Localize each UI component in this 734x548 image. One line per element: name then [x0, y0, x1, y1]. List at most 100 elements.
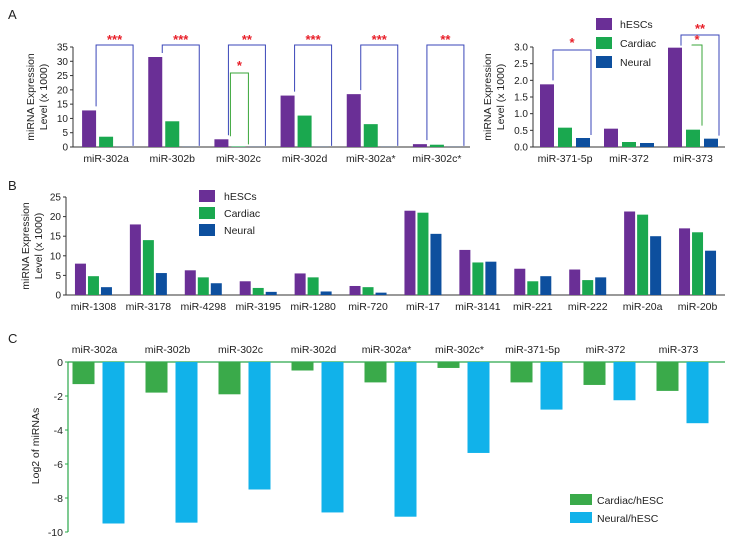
bar — [624, 211, 636, 295]
significance-bracket — [680, 34, 720, 136]
bar — [540, 362, 563, 410]
category-label: miR-302c* — [412, 153, 461, 165]
bar — [430, 233, 442, 295]
category-label: miR-302c — [216, 153, 261, 165]
bar — [640, 143, 654, 147]
category-label: miR-371-5p — [505, 344, 560, 356]
significance-bracket — [227, 44, 266, 146]
significance-stars: ** — [695, 21, 706, 36]
y-tick-label: -4 — [54, 425, 63, 437]
bar — [364, 362, 387, 383]
bar — [583, 362, 606, 385]
y-tick-label: 10 — [50, 251, 62, 262]
bar — [294, 273, 306, 295]
y-axis-label: miRNA ExpressionLevel (x 1000) — [20, 202, 45, 290]
category-label: miR-222 — [568, 301, 608, 313]
category-label: miR-371-5p — [538, 153, 593, 165]
legend-label: Cardiac/hESC — [597, 495, 664, 507]
category-label: miR-4298 — [181, 301, 227, 313]
bar — [102, 362, 125, 524]
bar — [155, 273, 167, 295]
bar — [165, 121, 180, 147]
bar — [346, 94, 361, 147]
bar — [175, 362, 198, 523]
legend-swatch — [596, 37, 612, 49]
bar — [231, 146, 246, 147]
bar — [99, 136, 114, 147]
legend-swatch — [596, 56, 612, 68]
y-axis-label: Log2 of miRNAs — [30, 408, 42, 484]
bar — [248, 362, 271, 490]
panel-label-a: A — [8, 7, 17, 22]
significance-star: * — [237, 58, 243, 73]
category-label: miR-372 — [609, 153, 649, 165]
bar — [412, 144, 427, 147]
y-tick-label: 25 — [50, 193, 62, 204]
bar — [184, 270, 196, 295]
bar — [595, 277, 607, 295]
bar — [362, 287, 374, 295]
bar — [569, 269, 581, 295]
bar — [417, 212, 429, 295]
bar — [613, 362, 636, 401]
y-tick-label: 2.5 — [514, 59, 528, 70]
bar — [239, 281, 251, 295]
y-tick-label: 25 — [57, 71, 69, 82]
y-axis-label-line-2: Level (x 1000) — [33, 213, 45, 280]
bar — [429, 144, 444, 147]
bar — [582, 280, 594, 295]
significance-stars: ** — [440, 32, 451, 47]
bar — [637, 214, 649, 295]
bar — [252, 287, 264, 295]
significance-stars: * — [569, 35, 575, 50]
y-tick-label: 0 — [62, 143, 68, 154]
y-tick-label: 3.0 — [514, 43, 528, 54]
y-tick-label: -6 — [54, 459, 63, 471]
legend-label: Neural — [224, 225, 255, 237]
significance-star: * — [694, 32, 700, 47]
significance-stars: *** — [305, 32, 321, 47]
significance-bracket-cardiac — [229, 72, 249, 145]
bar — [320, 291, 332, 295]
category-label: miR-302b — [145, 344, 191, 356]
bar — [74, 263, 86, 295]
bar — [321, 362, 344, 513]
bar — [558, 127, 572, 147]
bar — [394, 362, 417, 517]
bar — [437, 362, 460, 368]
bar — [100, 287, 112, 295]
category-label: miR-372 — [586, 344, 626, 356]
bar — [686, 362, 709, 424]
bar — [514, 268, 526, 295]
bar — [467, 362, 490, 453]
bar — [280, 95, 295, 147]
legend-swatch — [199, 224, 215, 236]
y-tick-label: 1.0 — [514, 109, 528, 120]
significance-stars: *** — [372, 32, 388, 47]
y-tick-label: 0.5 — [514, 126, 528, 137]
bar — [540, 84, 554, 147]
bar — [472, 262, 484, 295]
legend-swatch — [199, 190, 215, 202]
panel-label-c: C — [8, 331, 17, 346]
category-label: miR-221 — [513, 301, 553, 313]
significance-bracket — [95, 44, 134, 146]
significance-bracket — [552, 49, 592, 135]
bar — [622, 142, 636, 147]
category-label: miR-373 — [659, 344, 699, 356]
category-label: miR-302d — [282, 153, 328, 165]
bar — [704, 138, 718, 147]
bar — [197, 277, 209, 295]
y-tick-label: 20 — [50, 212, 62, 223]
bar — [668, 47, 682, 147]
category-label: miR-1308 — [71, 301, 117, 313]
legend-swatch — [570, 494, 592, 505]
y-tick-label: 0.0 — [514, 143, 528, 154]
category-label: miR-20b — [678, 301, 718, 313]
category-label: miR-302a — [83, 153, 129, 165]
bar — [510, 362, 533, 383]
y-tick-label: -8 — [54, 493, 63, 505]
category-label: miR-373 — [673, 153, 713, 165]
y-axis-label-line-1: miRNA Expression — [482, 53, 494, 141]
legend-label: hESCs — [620, 19, 653, 31]
